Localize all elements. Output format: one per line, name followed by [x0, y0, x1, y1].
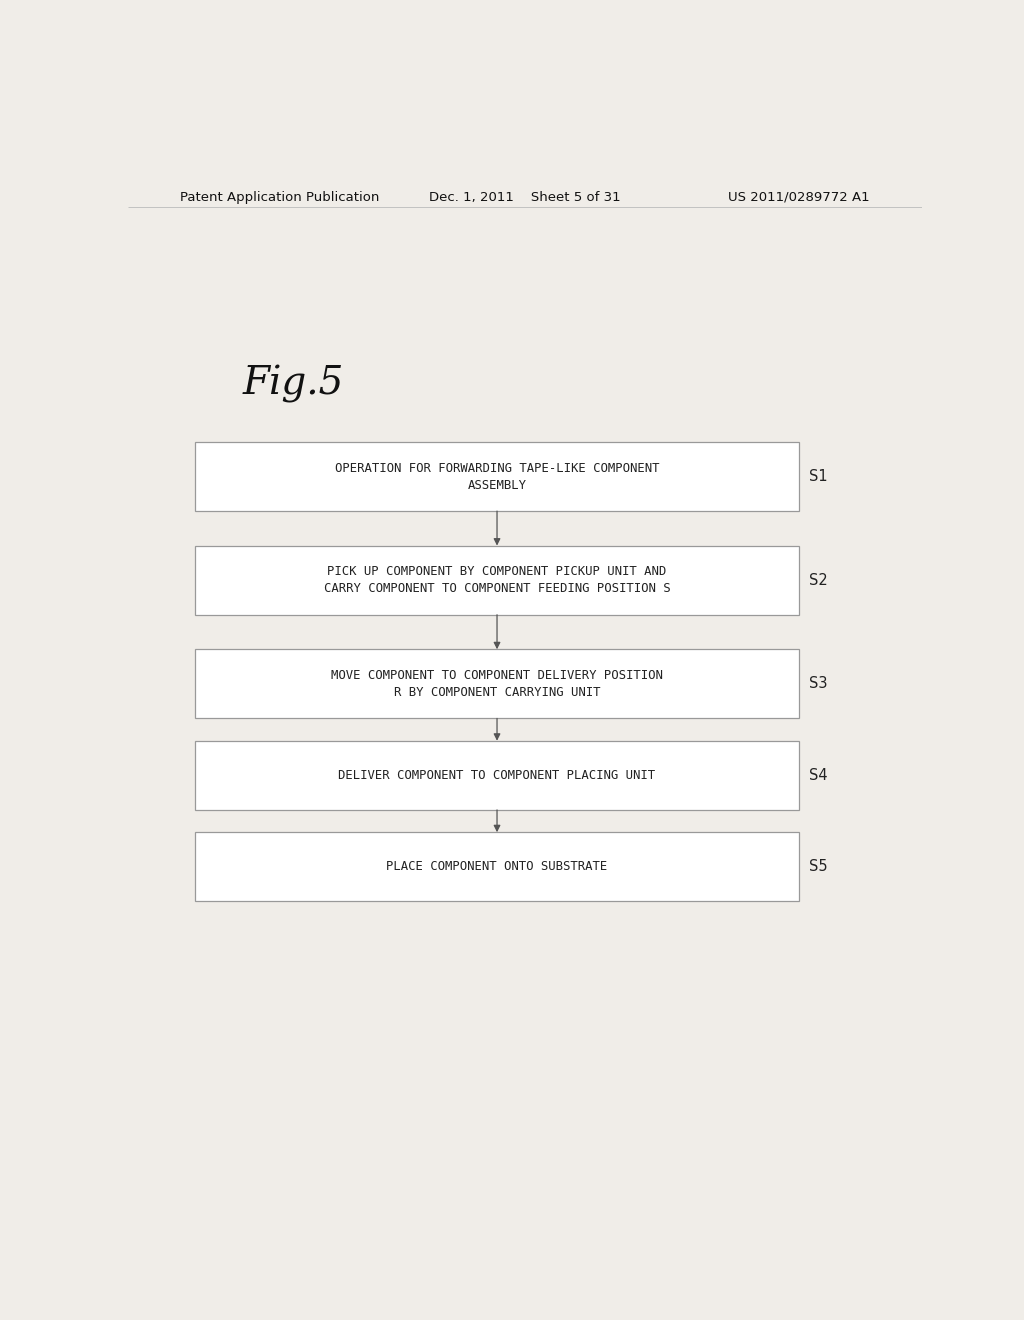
- Bar: [196, 649, 799, 718]
- Text: MOVE COMPONENT TO COMPONENT DELIVERY POSITION
R BY COMPONENT CARRYING UNIT: MOVE COMPONENT TO COMPONENT DELIVERY POS…: [331, 669, 663, 698]
- Text: Dec. 1, 2011    Sheet 5 of 31: Dec. 1, 2011 Sheet 5 of 31: [429, 190, 621, 203]
- Text: S3: S3: [809, 676, 827, 692]
- Text: OPERATION FOR FORWARDING TAPE-LIKE COMPONENT
ASSEMBLY: OPERATION FOR FORWARDING TAPE-LIKE COMPO…: [335, 462, 659, 491]
- Text: US 2011/0289772 A1: US 2011/0289772 A1: [728, 190, 870, 203]
- Text: S4: S4: [809, 768, 827, 783]
- Text: Patent Application Publication: Patent Application Publication: [179, 190, 379, 203]
- Bar: [196, 833, 799, 902]
- Bar: [196, 545, 799, 615]
- Text: S1: S1: [809, 469, 827, 484]
- Bar: [196, 741, 799, 810]
- Text: DELIVER COMPONENT TO COMPONENT PLACING UNIT: DELIVER COMPONENT TO COMPONENT PLACING U…: [339, 768, 655, 781]
- Text: PLACE COMPONENT ONTO SUBSTRATE: PLACE COMPONENT ONTO SUBSTRATE: [386, 861, 607, 874]
- Text: S2: S2: [809, 573, 827, 587]
- Text: S5: S5: [809, 859, 827, 874]
- Text: PICK UP COMPONENT BY COMPONENT PICKUP UNIT AND
CARRY COMPONENT TO COMPONENT FEED: PICK UP COMPONENT BY COMPONENT PICKUP UN…: [324, 565, 671, 595]
- Text: Fig.5: Fig.5: [243, 366, 344, 403]
- Bar: [196, 442, 799, 511]
